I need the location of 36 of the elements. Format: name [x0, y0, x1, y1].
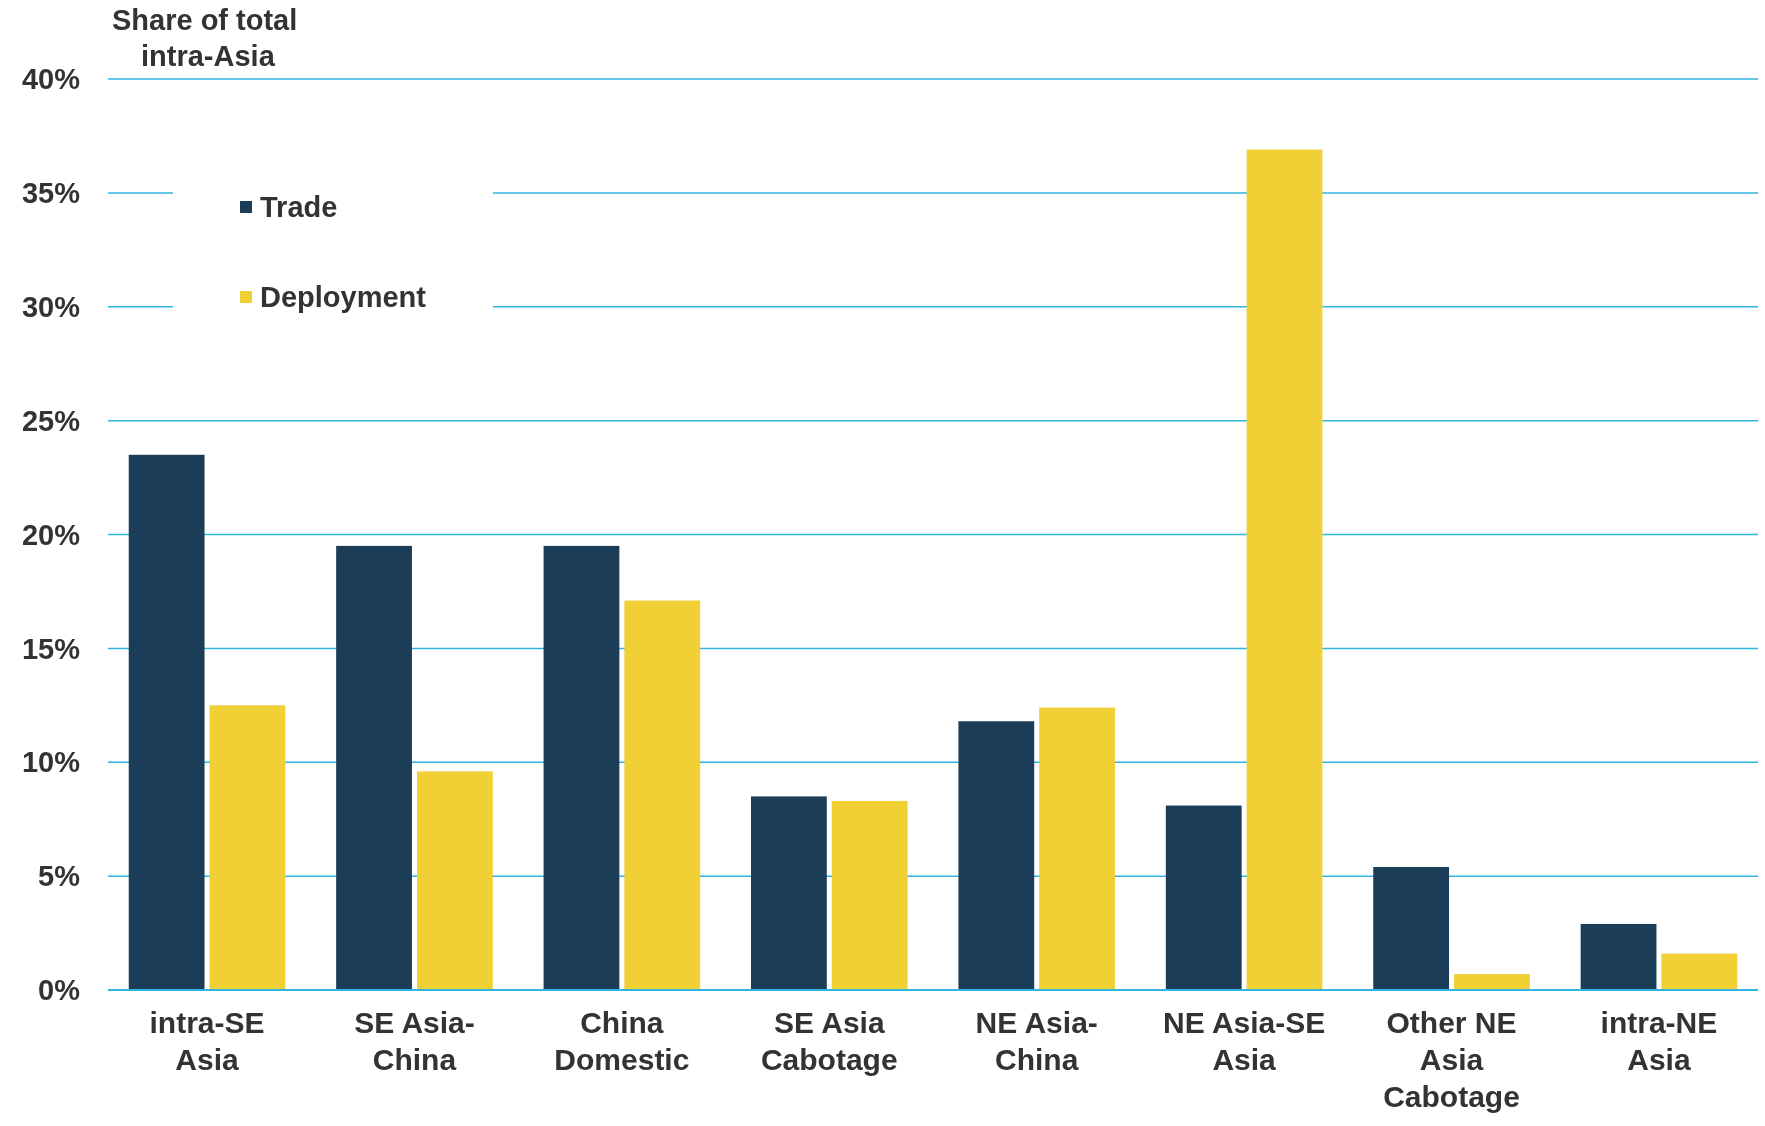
bar — [416, 771, 493, 990]
legend-label: Deployment — [260, 281, 427, 314]
bar — [958, 721, 1035, 990]
bar — [1661, 953, 1738, 990]
bar — [624, 600, 701, 990]
x-tick-label: NE Asia-China — [975, 1006, 1098, 1076]
bar — [128, 454, 205, 990]
y-tick-label: 40% — [21, 63, 81, 96]
y-tick-label: 10% — [21, 746, 81, 779]
x-tick-label: intra-NE Asia — [1600, 1006, 1718, 1076]
bar — [1165, 805, 1242, 990]
legend-label: Trade — [260, 191, 338, 224]
y-tick-label: 5% — [38, 860, 81, 893]
x-tick-label: intra-SE Asia — [149, 1006, 265, 1076]
y-tick-label: 30% — [21, 290, 81, 323]
x-tick-label: NE Asia-SE Asia — [1162, 1006, 1326, 1076]
bar — [1039, 707, 1116, 990]
y-tick-label: 35% — [21, 177, 81, 210]
y-tick-label: 20% — [21, 518, 81, 551]
bar — [1454, 974, 1530, 990]
y-axis-title: Share of total intra-Asia — [112, 4, 298, 72]
bar — [1373, 867, 1450, 990]
x-tick-label: SE Asia Cabotage — [760, 1006, 898, 1076]
bar — [209, 705, 286, 990]
y-tick-label: 25% — [21, 404, 81, 437]
y-tick-label: 0% — [38, 974, 81, 1007]
bar — [1580, 923, 1657, 990]
bar — [336, 545, 412, 990]
bar — [831, 800, 908, 990]
bar — [543, 545, 620, 990]
bar — [1246, 149, 1323, 990]
x-tick-label: SE Asia-China — [354, 1006, 475, 1076]
x-tick-label: China Domestic — [554, 1006, 690, 1076]
bar — [750, 796, 827, 990]
y-tick-label: 15% — [21, 632, 81, 665]
x-tick-label: Other NE Asia Cabotage — [1383, 1006, 1520, 1113]
